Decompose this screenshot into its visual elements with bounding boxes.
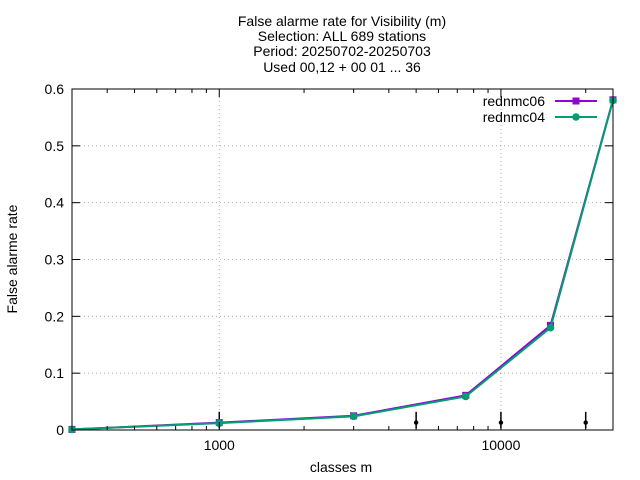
legend-label-rednmc04: rednmc04 <box>483 109 545 125</box>
y-tick-label: 0.5 <box>45 138 65 154</box>
x-tick-label: 1000 <box>204 437 235 453</box>
title-line-4: Used 00,12 + 00 01 ... 36 <box>263 59 421 75</box>
legend-marker-rednmc06 <box>572 97 580 105</box>
tick-labels: 0 0.1 0.2 0.3 0.4 0.5 0.6 1000 10000 <box>45 81 521 453</box>
y-tick-label: 0.4 <box>45 195 65 211</box>
data-point-rednmc04 <box>349 412 358 421</box>
legend-label-rednmc06: rednmc06 <box>483 93 545 109</box>
legend-marker-rednmc04 <box>572 113 580 121</box>
errorbar-point <box>583 420 588 425</box>
title-line-3: Period: 20250702-20250703 <box>253 43 431 59</box>
data-point-rednmc04 <box>461 392 470 401</box>
axis-ticks <box>72 88 613 431</box>
y-axis-label: False alarme rate <box>4 204 20 313</box>
chart-title: False alarme rate for Visibility (m) Sel… <box>238 13 446 75</box>
series-line-rednmc04 <box>71 100 614 431</box>
x-tick-label: 10000 <box>481 437 520 453</box>
errorbars <box>217 411 588 429</box>
errorbar-point <box>413 420 419 425</box>
y-tick-label: 0.1 <box>45 365 65 381</box>
y-tick-label: 0.2 <box>45 308 65 324</box>
title-line-1: False alarme rate for Visibility (m) <box>238 13 446 29</box>
x-axis-label: classes m <box>310 459 372 475</box>
y-tick-label: 0.6 <box>45 81 65 97</box>
series-layer <box>68 96 617 434</box>
data-point-rednmc04 <box>546 323 555 332</box>
series-line-rednmc06 <box>71 99 614 431</box>
title-line-2: Selection: ALL 689 stations <box>258 28 426 44</box>
plot-frame <box>71 88 614 431</box>
grid <box>72 89 613 430</box>
y-tick-label: 0 <box>56 422 64 438</box>
y-tick-label: 0.3 <box>45 252 65 268</box>
